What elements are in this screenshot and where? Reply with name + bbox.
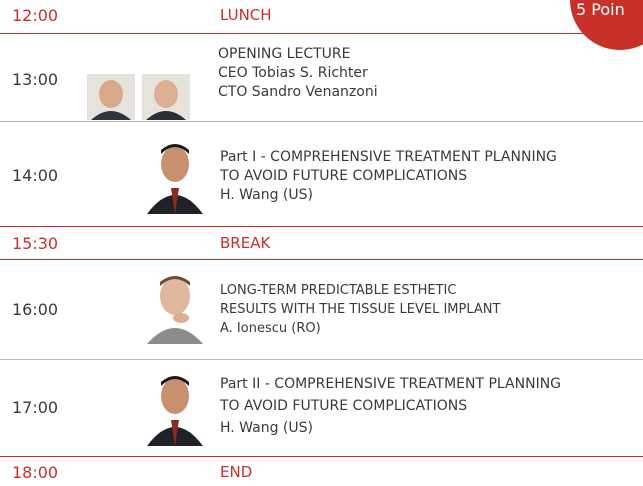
- item: LONG-TERM PREDICTABLE ESTHETIC RESULTS W…: [220, 281, 500, 338]
- line: TO AVOID FUTURE COMPLICATIONS: [220, 398, 468, 414]
- line: LONG-TERM PREDICTABLE ESTHETIC: [220, 283, 457, 298]
- item: BREAK: [220, 234, 271, 252]
- divider: [0, 226, 643, 227]
- divider: [0, 359, 643, 360]
- item: OPENING LECTURE CEO Tobias S. Richter CT…: [218, 45, 378, 102]
- time: 18:00: [12, 463, 59, 482]
- line: RESULTS WITH THE TISSUE LEVEL IMPLANT: [220, 302, 501, 317]
- item: END: [220, 463, 253, 481]
- time: 12:00: [12, 6, 59, 25]
- time: 15:30: [12, 234, 59, 253]
- speaker-photo: [147, 376, 203, 446]
- item: LUNCH: [220, 6, 272, 24]
- line: Part II - COMPREHENSIVE TREATMENT PLANNI…: [220, 376, 562, 392]
- line: CTO Sandro Venanzoni: [218, 84, 378, 100]
- line: H. Wang (US): [220, 187, 313, 203]
- item: Part II - COMPREHENSIVE TREATMENT PLANNI…: [220, 373, 561, 439]
- line: H. Wang (US): [220, 420, 313, 436]
- divider: [0, 121, 643, 122]
- speaker-photos: [87, 74, 190, 120]
- line: Part I - COMPREHENSIVE TREATMENT PLANNIN…: [220, 149, 557, 165]
- item: Part I - COMPREHENSIVE TREATMENT PLANNIN…: [220, 148, 557, 205]
- line: CEO Tobias S. Richter: [218, 65, 368, 81]
- divider: [0, 259, 643, 260]
- badge-label: 5 Poin: [576, 0, 625, 19]
- time: 17:00: [12, 398, 59, 417]
- line: TO AVOID FUTURE COMPLICATIONS: [220, 168, 468, 184]
- speaker-photo: [147, 276, 203, 344]
- time: 16:00: [12, 300, 59, 319]
- line: A. Ionescu (RO): [220, 321, 321, 336]
- divider: [0, 456, 643, 457]
- speaker-photo: [147, 144, 203, 214]
- divider: [0, 33, 643, 34]
- line: OPENING LECTURE: [218, 46, 351, 62]
- time: 13:00: [12, 70, 59, 89]
- time: 14:00: [12, 166, 59, 185]
